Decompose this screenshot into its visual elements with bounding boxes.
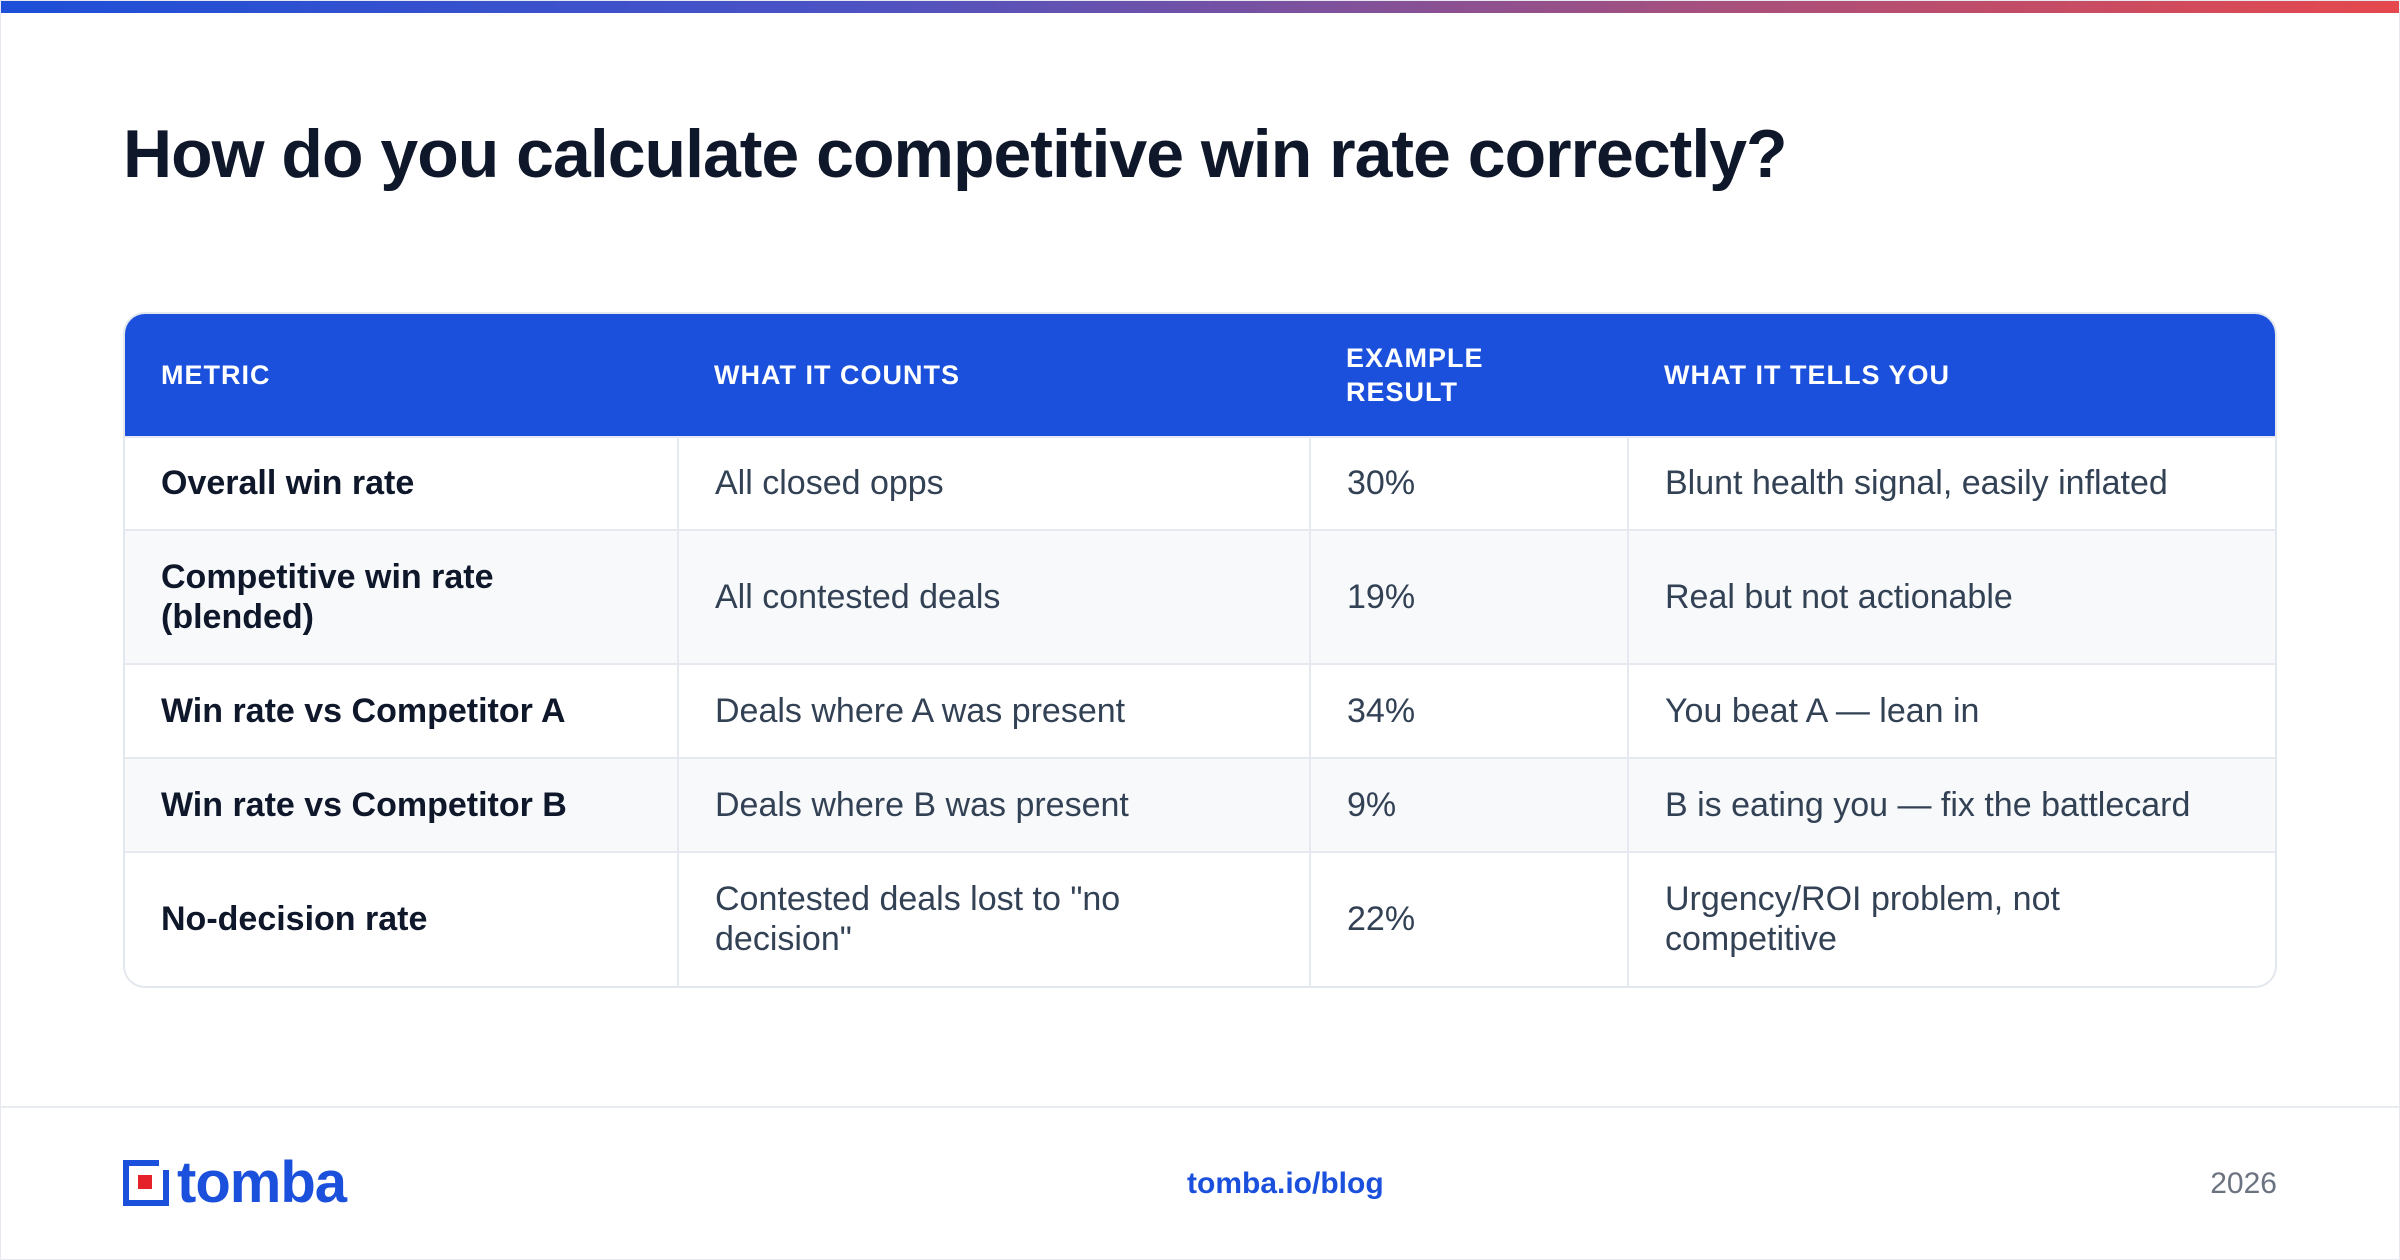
cell-tells: Urgency/ROI problem, not competitive: [1627, 851, 2275, 986]
cell-result: 34%: [1309, 664, 1628, 758]
footer-year: 2026: [2210, 1167, 2277, 1200]
table-row: No-decision rate Contested deals lost to…: [125, 851, 2275, 986]
cell-counts: Deals where A was present: [677, 664, 1310, 758]
cell-result: 9%: [1309, 757, 1628, 852]
header-what-it-tells-you: WHAT IT TELLS YOU: [1664, 360, 1950, 390]
cell-counts: All closed opps: [677, 437, 1310, 530]
header-what-it-counts: WHAT IT COUNTS: [714, 360, 960, 390]
table-header-row: METRIC WHAT IT COUNTS EXAMPLE RESULT WHA…: [125, 314, 2275, 437]
cell-tells: Real but not actionable: [1627, 529, 2275, 665]
table-row: Win rate vs Competitor A Deals where A w…: [125, 664, 2275, 758]
table-row: Overall win rate All closed opps 30% Blu…: [125, 437, 2275, 530]
table-row: Competitive win rate (blended) All conte…: [125, 529, 2275, 665]
table-row: Win rate vs Competitor B Deals where B w…: [125, 757, 2275, 852]
tomba-logo: tomba: [123, 1150, 347, 1215]
cell-metric: Win rate vs Competitor A: [161, 691, 566, 730]
tomba-logo-icon: [123, 1160, 169, 1206]
cell-tells: Blunt health signal, easily inflated: [1627, 437, 2275, 530]
cell-counts: Contested deals lost to "no decision": [677, 851, 1310, 986]
top-gradient-bar: [1, 1, 2399, 13]
footer-divider: [1, 1106, 2399, 1108]
cell-metric: Win rate vs Competitor B: [161, 785, 567, 824]
comparison-table: METRIC WHAT IT COUNTS EXAMPLE RESULT WHA…: [123, 312, 2277, 988]
cell-result: 22%: [1309, 851, 1628, 986]
header-metric: METRIC: [161, 360, 271, 390]
cell-result: 30%: [1309, 437, 1628, 530]
cell-counts: All contested deals: [677, 529, 1310, 665]
cell-counts: Deals where B was present: [677, 757, 1310, 852]
header-example-result: EXAMPLE RESULT: [1346, 343, 1484, 407]
page-title: How do you calculate competitive win rat…: [123, 116, 1788, 192]
footer-blog-link[interactable]: tomba.io/blog: [1187, 1167, 1384, 1200]
cell-tells: B is eating you — fix the battlecard: [1627, 757, 2275, 852]
logo-wordmark: tomba: [177, 1150, 347, 1215]
cell-result: 19%: [1309, 529, 1628, 665]
cell-metric: Competitive win rate (blended): [161, 557, 494, 636]
cell-tells: You beat A — lean in: [1627, 664, 2275, 758]
cell-metric: No-decision rate: [161, 900, 428, 939]
cell-metric: Overall win rate: [161, 464, 415, 503]
